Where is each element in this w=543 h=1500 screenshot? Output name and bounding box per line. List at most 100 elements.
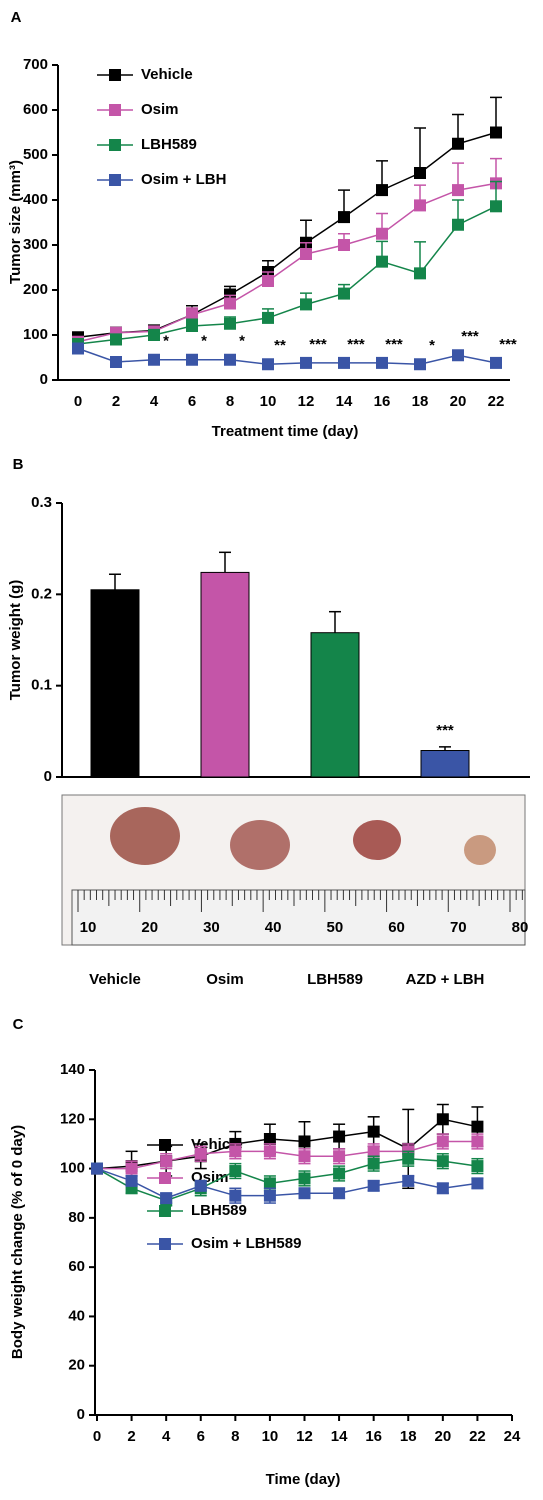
legend-marker [159, 1238, 171, 1250]
marker [262, 311, 274, 324]
category-label: LBH589 [307, 971, 363, 988]
marker [471, 1160, 484, 1173]
ruler-label: 10 [80, 919, 97, 936]
marker [224, 353, 236, 366]
marker [367, 1157, 380, 1170]
marker [72, 342, 84, 355]
series-line [77, 131, 497, 338]
marker [452, 137, 464, 150]
series-line [96, 1167, 478, 1199]
marker [186, 308, 198, 321]
marker [367, 1179, 380, 1192]
x-tick-label: 14 [336, 393, 353, 410]
marker [471, 1120, 484, 1133]
x-tick-label: 16 [365, 1428, 382, 1445]
marker [262, 275, 274, 287]
y-tick-label: 500 [23, 146, 48, 163]
marker [229, 1189, 242, 1202]
significance-label: * [201, 333, 207, 350]
legend-label: Osim + LBH [141, 171, 226, 188]
x-tick-label: 2 [127, 1428, 135, 1445]
marker [338, 211, 350, 224]
panel-label: B [13, 456, 24, 473]
y-tick-label: 20 [68, 1357, 85, 1374]
marker [333, 1150, 346, 1163]
marker [452, 218, 464, 231]
marker [300, 248, 312, 260]
tumor [110, 807, 180, 865]
marker [436, 1182, 449, 1195]
category-label: AZD + LBH [406, 971, 485, 988]
marker [338, 239, 350, 251]
marker [338, 287, 350, 300]
legend-label: Vehicle [141, 66, 193, 83]
significance-label: * [163, 333, 169, 350]
ruler-label: 40 [265, 919, 282, 936]
marker [376, 255, 388, 268]
y-tick-label: 60 [68, 1258, 85, 1275]
series-line [77, 182, 497, 343]
marker [186, 320, 198, 332]
tumor-photo [61, 794, 526, 946]
marker [160, 1155, 173, 1168]
category-label: Osim [206, 971, 244, 988]
x-tick-label: 18 [412, 393, 429, 410]
marker [436, 1113, 449, 1126]
x-axis-title: Time (day) [266, 1471, 341, 1488]
marker [263, 1189, 276, 1202]
marker [452, 184, 464, 197]
y-axis-title: Body weight change (% of 0 day) [9, 1125, 26, 1359]
marker [148, 353, 160, 366]
marker [402, 1152, 415, 1165]
marker [229, 1165, 242, 1178]
bar [200, 571, 250, 778]
significance-label: *** [385, 336, 403, 353]
x-tick-label: 4 [162, 1428, 171, 1445]
y-tick-label: 300 [23, 236, 48, 253]
marker [229, 1145, 242, 1158]
x-tick-label: 8 [226, 393, 234, 410]
marker [298, 1135, 311, 1148]
legend-marker [159, 1139, 171, 1151]
y-tick-label: 100 [60, 1160, 85, 1177]
marker [436, 1135, 449, 1148]
x-tick-label: 4 [150, 393, 159, 410]
legend-label: Osim + LBH589 [191, 1235, 301, 1252]
legend-marker [159, 1172, 171, 1184]
significance-label: *** [461, 328, 479, 345]
y-tick-label: 80 [68, 1209, 85, 1226]
significance-label: *** [309, 336, 327, 353]
series-line [77, 347, 497, 366]
marker [367, 1125, 380, 1138]
x-tick-label: 20 [434, 1428, 451, 1445]
marker [471, 1135, 484, 1148]
marker [160, 1192, 173, 1205]
y-tick-label: 600 [23, 101, 48, 118]
marker [186, 353, 198, 366]
legend-marker [109, 69, 121, 81]
legend-label: LBH589 [141, 136, 197, 153]
y-tick-label: 700 [23, 56, 48, 73]
marker [300, 298, 312, 311]
marker [333, 1167, 346, 1180]
marker [452, 349, 464, 362]
tumor [230, 820, 290, 870]
marker [367, 1145, 380, 1158]
ruler-label: 30 [203, 919, 220, 936]
legend-marker [109, 139, 121, 151]
marker [376, 184, 388, 197]
significance-label: ** [274, 337, 286, 354]
marker [490, 200, 502, 213]
marker [414, 358, 426, 371]
marker [490, 356, 502, 369]
x-tick-label: 10 [260, 393, 277, 410]
x-tick-label: 24 [504, 1428, 521, 1445]
ruler-label: 70 [450, 919, 467, 936]
marker [414, 199, 426, 212]
x-tick-label: 18 [400, 1428, 417, 1445]
x-tick-label: 20 [450, 393, 467, 410]
x-tick-label: 12 [296, 1428, 313, 1445]
x-tick-label: 0 [74, 393, 82, 410]
